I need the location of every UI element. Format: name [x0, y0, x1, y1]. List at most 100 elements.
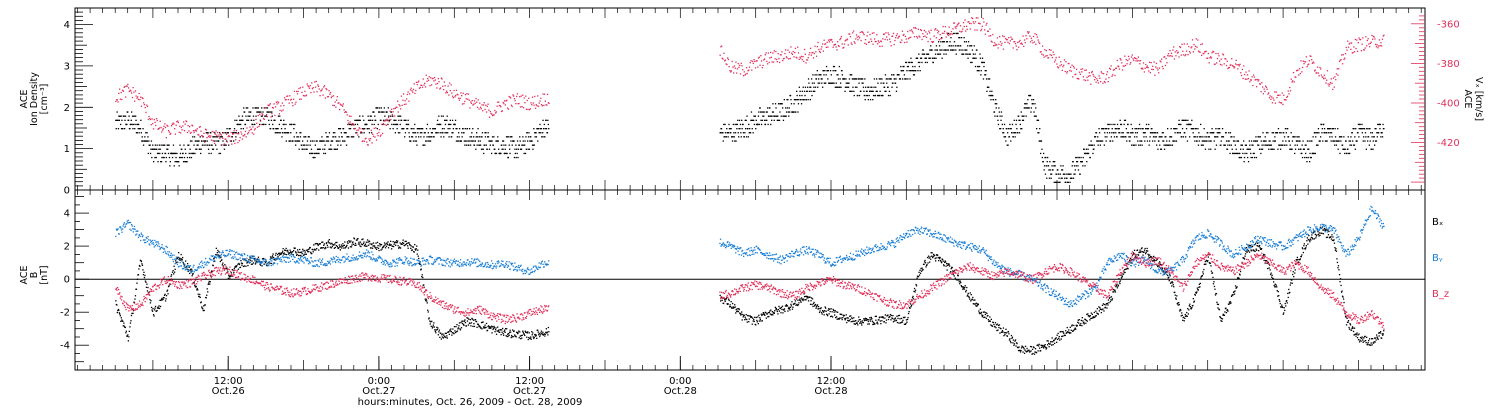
density-series-point	[168, 153, 169, 154]
density-series-point	[145, 132, 146, 133]
vx-series-point	[383, 123, 384, 124]
density-series-point	[839, 66, 840, 67]
density-series-point	[382, 111, 383, 112]
vx-series-point	[460, 98, 461, 99]
density-series-point	[1201, 145, 1202, 146]
vx-series-point	[1256, 86, 1257, 87]
vx-series-point	[363, 129, 364, 130]
vx-series-point	[1059, 57, 1060, 58]
density-series-point	[368, 116, 369, 117]
density-series-point	[1086, 149, 1087, 150]
vx-series-point	[1194, 48, 1195, 49]
density-series-point	[996, 103, 997, 104]
vx-series-point	[437, 83, 438, 84]
vx-series-point	[1017, 42, 1018, 43]
density-series-point	[165, 153, 166, 154]
density-series-point	[906, 70, 907, 71]
density-series-point	[1180, 132, 1181, 133]
density-series-point	[312, 153, 313, 154]
vx-series-point	[1010, 37, 1011, 38]
vx-series-point	[185, 124, 186, 125]
density-series-point	[1324, 132, 1325, 133]
density-series-point	[230, 128, 231, 129]
density-series-point	[277, 132, 278, 133]
vx-series-point	[995, 45, 996, 46]
density-series-point	[503, 140, 504, 141]
density-series-point	[395, 120, 396, 121]
density-series-point	[277, 128, 278, 129]
density-series-point	[1344, 153, 1345, 154]
vx-series-point	[1325, 82, 1326, 83]
vx-series-point	[119, 89, 120, 90]
vx-series-point	[377, 133, 378, 134]
vx-series-point	[545, 101, 546, 102]
vx-series-point	[164, 123, 165, 124]
density-series-point	[1369, 145, 1370, 146]
density-series-point	[469, 140, 470, 141]
density-series-point	[744, 136, 745, 137]
bx-series-point	[368, 245, 369, 246]
vx-series-point	[289, 95, 290, 96]
vx-series-point	[906, 42, 907, 43]
bx-series-point	[295, 248, 296, 249]
density-series-point	[1233, 153, 1234, 154]
density-series-point	[734, 140, 735, 141]
vx-series-point	[542, 93, 543, 94]
vx-series-point	[1156, 63, 1157, 64]
density-series-point	[199, 149, 200, 150]
density-series-point	[262, 116, 263, 117]
density-series-point	[381, 107, 382, 108]
density-series-point	[1206, 140, 1207, 141]
bx-series-point	[381, 244, 382, 245]
bx-series-point	[217, 250, 218, 251]
vx-series-point	[1303, 61, 1304, 62]
vx-series-point	[1154, 61, 1155, 62]
vx-series-point	[1346, 47, 1347, 48]
vx-series-point	[1187, 54, 1188, 55]
vx-series-point	[1301, 71, 1302, 72]
density-series-point	[1330, 132, 1331, 133]
bx-series-point	[222, 264, 223, 265]
bx-series-point	[327, 245, 328, 246]
density-series-point	[441, 116, 442, 117]
vx-series-point	[180, 132, 181, 133]
density-series-point	[437, 124, 438, 125]
density-series-point	[1193, 132, 1194, 133]
density-series-point	[1273, 132, 1274, 133]
density-series-point	[847, 87, 848, 88]
vx-series-point	[878, 40, 879, 41]
density-series-point	[1132, 128, 1133, 129]
density-series-point	[930, 45, 931, 46]
density-series-point	[782, 107, 783, 108]
density-series-point	[425, 132, 426, 133]
vx-series-point	[375, 127, 376, 128]
density-series-point	[1146, 124, 1147, 125]
vx-series-point	[331, 97, 332, 98]
density-series-point	[1058, 182, 1059, 183]
density-series-point	[1048, 165, 1049, 166]
density-series-point	[142, 136, 143, 137]
bx-series-point	[298, 255, 299, 256]
vx-series-point	[1264, 91, 1265, 92]
bx-series-point	[409, 243, 410, 244]
vx-series-point	[1138, 60, 1139, 61]
vx-series-point	[778, 53, 779, 54]
bx-series-point	[395, 245, 396, 246]
vx-series-point	[1146, 67, 1147, 68]
density-series-point	[1183, 136, 1184, 137]
vx-series-point	[1050, 54, 1051, 55]
density-series-point	[1226, 132, 1227, 133]
density-series-point	[205, 145, 206, 146]
density-series-point	[1051, 174, 1052, 175]
vx-series-point	[292, 105, 293, 106]
vx-series-point	[325, 97, 326, 98]
left-tick-label: 0	[64, 275, 70, 286]
density-series-point	[1109, 124, 1110, 125]
density-series-point	[1318, 132, 1319, 133]
density-series-point	[496, 153, 497, 154]
density-series-point	[1234, 140, 1235, 141]
density-series-point	[1195, 136, 1196, 137]
bx-series-point	[208, 284, 209, 285]
density-series-point	[141, 132, 142, 133]
